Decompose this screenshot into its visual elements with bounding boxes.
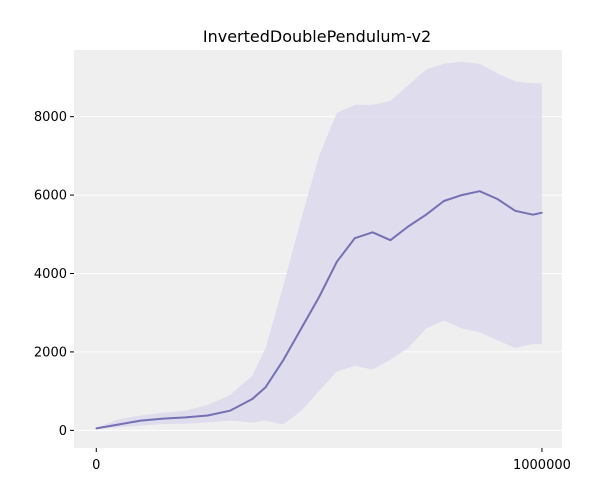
series-0-point-20	[478, 190, 481, 192]
chart-title: InvertedDoublePendulum-v2	[203, 27, 431, 46]
series-0-point-19	[460, 194, 463, 196]
series-0-point-2	[140, 419, 142, 422]
series-0-point-3	[162, 417, 164, 420]
series-0-point-22	[514, 209, 517, 212]
series-0-point-21	[496, 198, 499, 200]
series-0-point-0	[95, 427, 98, 430]
series-0-point-9	[282, 358, 285, 361]
y-tick-label-4: 8000	[34, 110, 67, 125]
series-0-point-17	[425, 213, 427, 216]
band-layer	[96, 61, 542, 430]
x-tick-label-1: 1000000	[513, 458, 571, 473]
series-0-point-12	[336, 260, 338, 263]
series-0-band	[96, 61, 542, 430]
x-tick-label-0: 0	[92, 458, 100, 473]
series-0-point-15	[389, 239, 392, 241]
series-0-point-4	[184, 416, 187, 419]
series-0-point-11	[318, 296, 320, 298]
y-tick-label-2: 4000	[34, 267, 67, 282]
series-0-point-10	[300, 327, 303, 330]
series-0-point-14	[371, 231, 374, 234]
y-tick-label-3: 6000	[34, 189, 67, 204]
series-0-point-1	[117, 423, 120, 426]
tick-layer: 0 2000 4000 6000 8000 0 1000000	[34, 110, 571, 473]
series-0-point-5	[206, 414, 209, 417]
series-0-point-8	[264, 386, 267, 389]
y-tick-label-0: 0	[59, 424, 67, 439]
series-0-point-6	[229, 409, 231, 412]
series-0-point-23	[532, 213, 534, 216]
series-0-point-18	[443, 200, 445, 202]
series-0-point-24	[541, 211, 543, 214]
series-0-point-13	[353, 237, 356, 240]
series-0-point-16	[407, 225, 410, 228]
series-0-point-7	[251, 398, 254, 400]
line-layer	[95, 190, 543, 430]
y-tick-label-1: 2000	[34, 345, 67, 360]
